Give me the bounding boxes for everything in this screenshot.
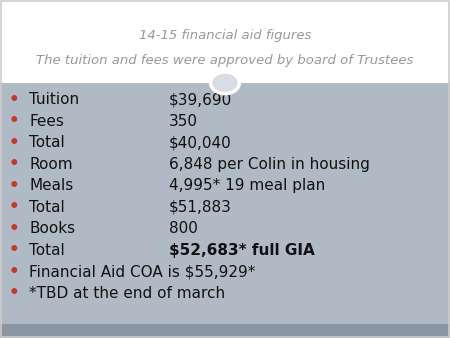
Text: $52,683* full GIA: $52,683* full GIA <box>169 243 315 258</box>
Text: $51,883: $51,883 <box>169 200 232 215</box>
Circle shape <box>211 72 239 94</box>
Text: Meals: Meals <box>29 178 73 193</box>
Text: •: • <box>8 112 19 130</box>
Text: Total: Total <box>29 243 65 258</box>
Text: •: • <box>8 241 19 260</box>
Text: Financial Aid COA is $55,929*: Financial Aid COA is $55,929* <box>29 264 256 280</box>
Text: Books: Books <box>29 221 76 236</box>
Text: The tuition and fees were approved by board of Trustees: The tuition and fees were approved by bo… <box>36 54 414 67</box>
Text: •: • <box>8 155 19 173</box>
Text: $39,690: $39,690 <box>169 92 232 107</box>
Text: 350: 350 <box>169 114 198 129</box>
Text: *TBD at the end of march: *TBD at the end of march <box>29 286 225 301</box>
Text: 14-15 financial aid figures: 14-15 financial aid figures <box>139 29 311 42</box>
Text: 6,848 per Colin in housing: 6,848 per Colin in housing <box>169 157 369 172</box>
Text: $40,040: $40,040 <box>169 135 231 150</box>
Text: •: • <box>8 177 19 195</box>
Text: •: • <box>8 220 19 238</box>
Text: 4,995* 19 meal plan: 4,995* 19 meal plan <box>169 178 325 193</box>
Text: •: • <box>8 134 19 152</box>
Text: Room: Room <box>29 157 73 172</box>
Text: Fees: Fees <box>29 114 64 129</box>
Text: 800: 800 <box>169 221 198 236</box>
Text: •: • <box>8 263 19 281</box>
Text: •: • <box>8 285 19 303</box>
Text: Tuition: Tuition <box>29 92 79 107</box>
FancyBboxPatch shape <box>0 324 450 338</box>
Text: Total: Total <box>29 200 65 215</box>
Text: •: • <box>8 91 19 109</box>
Text: Total: Total <box>29 135 65 150</box>
FancyBboxPatch shape <box>0 83 450 338</box>
Text: •: • <box>8 198 19 216</box>
